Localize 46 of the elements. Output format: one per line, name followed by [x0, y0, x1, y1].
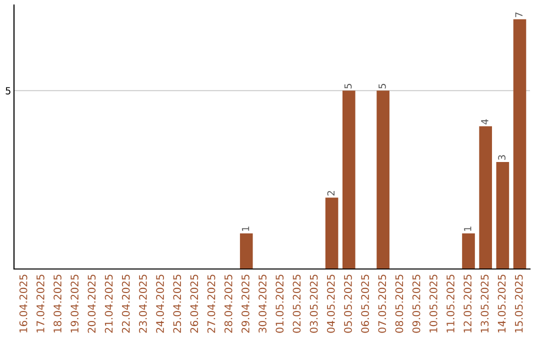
- data-label: 1: [464, 226, 472, 231]
- x-tick-label: 18.04.2025: [54, 274, 62, 332]
- x-tick-label: 03.05.2025: [310, 274, 318, 333]
- x-tick-label: 13.05.2025: [480, 274, 489, 332]
- x-tick-label: 16.04.2025: [19, 274, 28, 332]
- x-tick-label: 29.04.2025: [242, 274, 250, 333]
- bar: [240, 233, 253, 269]
- x-tick-label: 19.04.2025: [70, 274, 79, 332]
- bar: [496, 162, 510, 269]
- x-tick-label: 23.04.2025: [139, 274, 147, 333]
- x-tick-label: 15.05.2025: [514, 274, 523, 332]
- x-tick-label: 12.05.2025: [464, 274, 472, 332]
- bar: [376, 90, 390, 269]
- x-tick-label: 09.05.2025: [412, 274, 420, 333]
- x-tick-label: 14.05.2025: [498, 274, 506, 332]
- data-label: 7: [515, 12, 522, 18]
- x-tick-label: 30.04.2025: [258, 274, 266, 333]
- x-tick-label: 08.05.2025: [395, 274, 404, 333]
- x-tick-label: 25.04.2025: [173, 274, 182, 333]
- x-tick-label: 28.04.2025: [224, 274, 232, 333]
- x-tick-label: 10.05.2025: [429, 274, 438, 332]
- data-label: 5: [344, 84, 352, 88]
- data-label: 4: [481, 119, 488, 124]
- x-tick-label: 07.05.2025: [378, 274, 386, 333]
- bar: [325, 198, 338, 269]
- x-tick-label: 22.04.2025: [122, 274, 130, 333]
- x-tick-label: 20.04.2025: [88, 274, 96, 333]
- x-tick-label: 04.05.2025: [326, 274, 335, 333]
- x-tick-label: 26.04.2025: [190, 274, 198, 333]
- x-tick-label: 24.04.2025: [156, 274, 164, 333]
- x-tick-label: 11.05.2025: [446, 274, 454, 332]
- data-label: 1: [242, 226, 250, 231]
- data-label: 3: [498, 155, 506, 160]
- bar: [513, 19, 526, 269]
- data-label: 2: [327, 191, 334, 196]
- x-tick-label: 05.05.2025: [344, 274, 352, 333]
- x-tick-label: 01.05.2025: [276, 274, 284, 333]
- x-tick-label: 02.05.2025: [292, 274, 301, 333]
- x-tick-label: 21.04.2025: [104, 274, 113, 333]
- data-label: 5: [378, 84, 386, 88]
- x-tick-label: 27.04.2025: [207, 274, 216, 333]
- x-tick-label: 06.05.2025: [361, 274, 369, 333]
- bar: [479, 126, 492, 269]
- bar: [462, 233, 475, 269]
- x-tick-label: 17.04.2025: [36, 274, 44, 332]
- bar: [342, 90, 356, 269]
